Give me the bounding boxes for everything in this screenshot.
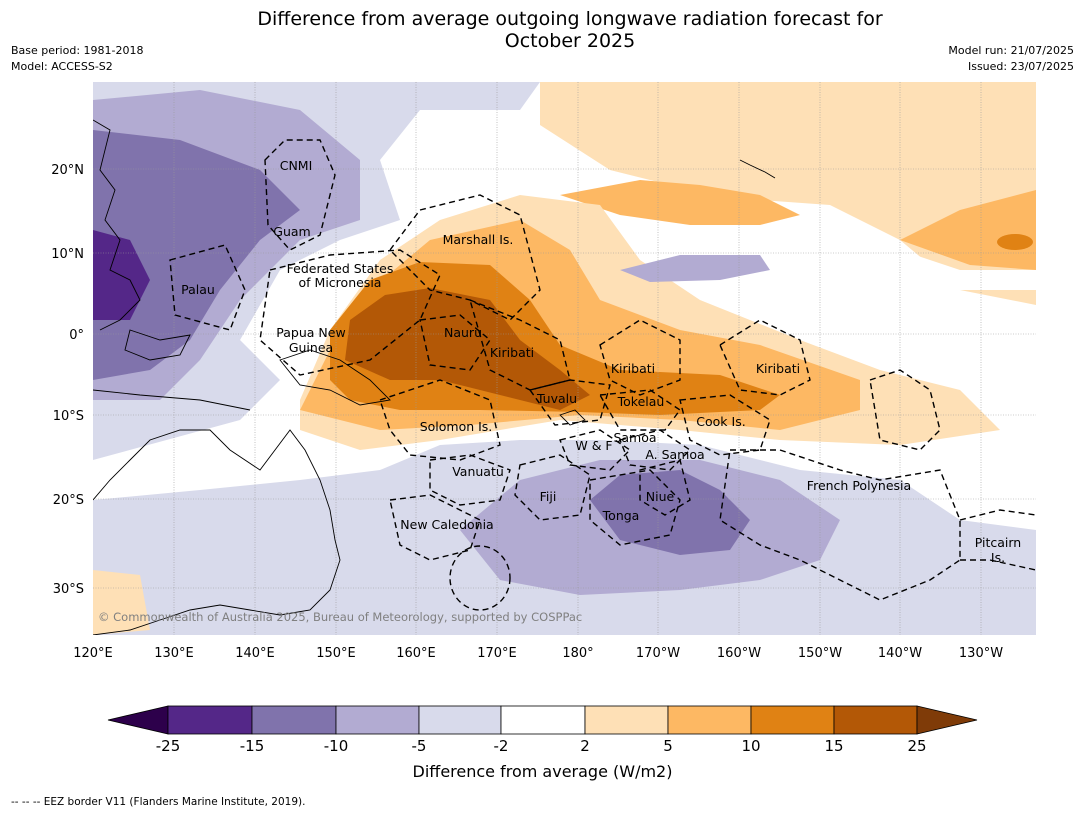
- colorbar-segment: [500, 705, 586, 735]
- region-label: New Caledonia: [400, 517, 493, 532]
- colorbar-tick-label: -10: [324, 737, 349, 755]
- anomaly-band-minus-15-25-west: [93, 230, 150, 320]
- colorbar-segment: [418, 705, 502, 735]
- lat-tick-label: 20°N: [51, 163, 84, 178]
- lon-tick-label: 160°W: [717, 646, 761, 661]
- colorbar-tick-label: 15: [824, 737, 843, 755]
- longitude-axis: 120°E 130°E 140°E 150°E 160°E 170°E 180° 170°W 1…: [73, 646, 1003, 661]
- region-label: Cook Is.: [696, 414, 745, 429]
- colorbar-segment: [750, 705, 835, 735]
- anomaly-band-10-15-east: [997, 234, 1033, 250]
- anomaly-band-2-5-southwest: [93, 570, 150, 635]
- chart-title: Difference from average outgoing longwav…: [0, 8, 1085, 52]
- copyright-text: © Commonwealth of Australia 2025, Bureau…: [98, 610, 582, 624]
- anomaly-band-white-north: [600, 230, 1036, 290]
- colorbar-segment: [667, 705, 752, 735]
- lon-tick-label: 140°W: [878, 646, 922, 661]
- lat-tick-label: 10°N: [51, 247, 84, 262]
- lon-tick-label: 120°E: [73, 646, 113, 661]
- colorbar-segment: [335, 705, 420, 735]
- colorbar-extend-low: [107, 705, 169, 735]
- region-label: Tonga: [602, 508, 640, 523]
- region-label: Papua New: [276, 325, 345, 340]
- colorbar-tick-label: 2: [580, 737, 590, 755]
- region-label: Federated States: [287, 261, 394, 276]
- lon-tick-label: 180°: [562, 646, 593, 661]
- colorbar-tick-label: 10: [741, 737, 760, 755]
- region-label: Marshall Is.: [443, 232, 514, 247]
- colorbar-tick-label: -15: [240, 737, 265, 755]
- region-label: Fiji: [540, 489, 557, 504]
- meta-right: Model run: 21/07/2025 Issued: 23/07/2025: [948, 43, 1074, 75]
- region-label: French Polynesia: [807, 478, 911, 493]
- region-label: Nauru: [444, 325, 482, 340]
- region-label: Kiribati: [756, 361, 800, 376]
- lon-tick-label: 170°W: [636, 646, 680, 661]
- region-label: Tuvalu: [536, 391, 577, 406]
- footer-note: -- -- -- EEZ border V11 (Flanders Marine…: [11, 796, 306, 808]
- lon-tick-label: 150°E: [316, 646, 356, 661]
- colorbar-segment: [833, 705, 918, 735]
- colorbar: -25 -15 -10 -5 -2 2 5 10 15 25: [107, 705, 978, 755]
- region-label: CNMI: [280, 158, 313, 173]
- region-label: Kiribati: [490, 345, 534, 360]
- colorbar-tick-label: 25: [907, 737, 926, 755]
- colorbar-tick-label: 5: [663, 737, 673, 755]
- region-label: W & F: [575, 438, 612, 453]
- anomaly-band-5-10-north: [560, 180, 800, 225]
- lat-tick-label: 10°S: [53, 409, 84, 424]
- region-label: Kiribati: [611, 361, 655, 376]
- lat-tick-label: 0°: [69, 328, 84, 343]
- lon-tick-label: 130°E: [154, 646, 194, 661]
- colorbar-segment: [167, 705, 253, 735]
- eez-borders: [169, 139, 1036, 611]
- region-label: A. Samoa: [645, 447, 704, 462]
- map-panel: [93, 82, 1036, 635]
- anomaly-band-minus-5-10-north-patch: [620, 255, 770, 282]
- region-label: of Micronesia: [299, 275, 382, 290]
- lon-tick-label: 130°W: [959, 646, 1003, 661]
- region-label: Palau: [181, 282, 215, 297]
- lat-tick-label: 20°S: [53, 493, 84, 508]
- region-label: Pitcairn: [975, 535, 1021, 550]
- model-run: Model run: 21/07/2025: [948, 44, 1074, 57]
- region-label: Guinea: [289, 340, 333, 355]
- colorbar-extend-high: [916, 705, 978, 735]
- lon-tick-label: 140°E: [235, 646, 275, 661]
- issued-date: Issued: 23/07/2025: [967, 60, 1074, 73]
- colorbar-tick-label: -2: [494, 737, 509, 755]
- anomaly-band-5-10-east: [900, 190, 1036, 270]
- region-label: Samoa: [613, 430, 656, 445]
- colorbar-tick-label: -25: [156, 737, 181, 755]
- title-line-2: October 2025: [504, 30, 636, 52]
- region-label: Tokelau: [617, 394, 665, 409]
- colorbar-segment: [251, 705, 337, 735]
- coastlines: [93, 119, 776, 635]
- lon-tick-label: 150°W: [798, 646, 842, 661]
- lon-tick-label: 170°E: [477, 646, 517, 661]
- anomaly-band-minus-10-15-south: [590, 470, 750, 555]
- meta-left: Base period: 1981-2018 Model: ACCESS-S2: [11, 43, 143, 75]
- region-label: Vanuatu: [452, 464, 504, 479]
- title-line-1: Difference from average outgoing longwav…: [257, 8, 883, 30]
- region-label: Solomon Is.: [420, 419, 493, 434]
- anomaly-band-2-5-north: [540, 82, 1036, 305]
- model-name: Model: ACCESS-S2: [11, 60, 113, 73]
- lon-tick-label: 160°E: [396, 646, 436, 661]
- region-label: Is.: [991, 550, 1005, 565]
- colorbar-tick-label: -5: [412, 737, 427, 755]
- lat-tick-label: 30°S: [53, 582, 84, 597]
- base-period: Base period: 1981-2018: [11, 44, 144, 57]
- region-label: Guam: [273, 224, 310, 239]
- region-label: Niue: [646, 489, 675, 504]
- anomaly-band-minus-10-15-west: [93, 130, 300, 380]
- latitude-axis: 20°N 10°N 0° 10°S 20°S 30°S: [51, 163, 84, 597]
- colorbar-segment: [584, 705, 669, 735]
- colorbar-label: Difference from average (W/m2): [412, 762, 673, 781]
- anomaly-band-15-25-central: [345, 288, 590, 410]
